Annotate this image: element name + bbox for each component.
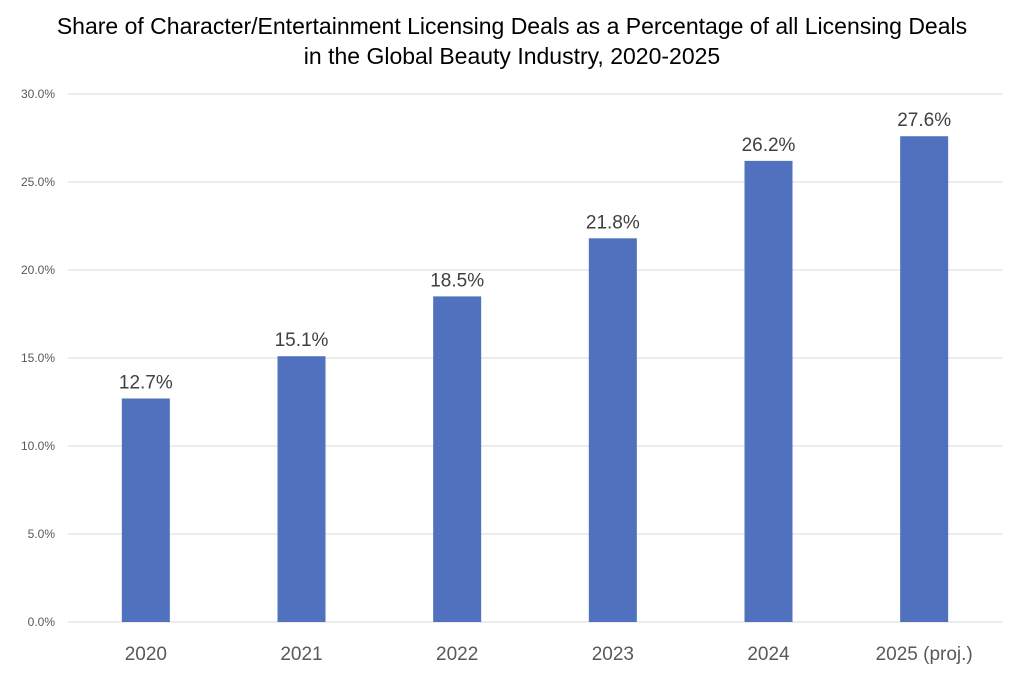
x-tick-label: 2024 bbox=[747, 644, 790, 665]
y-tick-label: 25.0% bbox=[21, 175, 55, 189]
data-label: 18.5% bbox=[430, 270, 484, 291]
bar bbox=[277, 356, 326, 622]
x-tick-label: 2022 bbox=[436, 644, 478, 665]
x-tick-label: 2021 bbox=[280, 644, 322, 665]
x-tick-label: 2025 (proj.) bbox=[876, 644, 973, 665]
y-tick-label: 10.0% bbox=[21, 439, 55, 453]
bar bbox=[900, 136, 949, 623]
bar bbox=[121, 398, 170, 622]
data-label: 26.2% bbox=[742, 135, 796, 156]
data-label: 21.8% bbox=[586, 212, 640, 233]
y-tick-label: 30.0% bbox=[21, 87, 55, 101]
y-tick-label: 5.0% bbox=[28, 527, 56, 541]
chart-title-line-1: Share of Character/Entertainment Licensi… bbox=[56, 13, 968, 39]
data-label: 12.7% bbox=[119, 372, 173, 393]
bar bbox=[588, 238, 637, 622]
y-tick-label: 0.0% bbox=[28, 615, 56, 629]
data-label: 15.1% bbox=[275, 330, 329, 351]
chart-title-line-2: in the Global Beauty Industry, 2020-2025 bbox=[303, 43, 721, 69]
y-tick-label: 20.0% bbox=[21, 263, 55, 277]
y-tick-label: 15.0% bbox=[21, 351, 55, 365]
x-tick-label: 2020 bbox=[125, 644, 167, 665]
bar bbox=[744, 160, 793, 622]
data-label: 27.6% bbox=[897, 110, 951, 131]
x-tick-label: 2023 bbox=[592, 644, 634, 665]
bar bbox=[433, 296, 482, 622]
